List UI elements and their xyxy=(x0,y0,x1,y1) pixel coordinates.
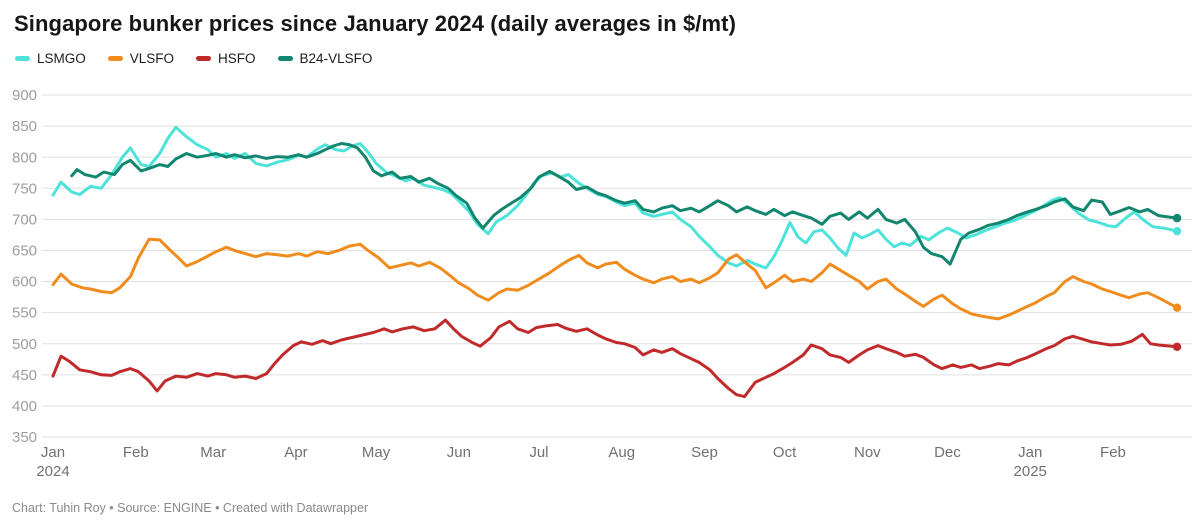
legend-swatch-vlsfo-icon xyxy=(107,55,123,61)
y-axis-tick-label: 900 xyxy=(12,87,37,104)
legend-label-lsmgo: LSMGO xyxy=(37,50,86,66)
legend: LSMGO VLSFO HSFO B24-VLSFO xyxy=(15,50,1200,66)
legend-item-hsfo: HSFO xyxy=(196,51,256,66)
series-end-dot-b24-vlsfo xyxy=(1172,213,1182,223)
legend-item-lsmgo: LSMGO xyxy=(15,51,86,66)
chart-title: Singapore bunker prices since January 20… xyxy=(14,11,737,36)
y-axis-tick-label: 650 xyxy=(12,243,37,260)
attribution: Chart: Tuhin Roy • Source: ENGINE • Crea… xyxy=(12,501,369,515)
series-end-dot-hsfo xyxy=(1172,342,1182,352)
x-axis-tick-label: Feb xyxy=(1100,444,1126,461)
series-end-dot-lsmgo xyxy=(1172,226,1182,236)
y-axis-tick-label: 350 xyxy=(12,429,37,446)
y-axis-tick-label: 600 xyxy=(12,274,37,291)
legend-swatch-hsfo-icon xyxy=(196,55,212,61)
x-axis-tick-label: Jan xyxy=(1018,444,1042,461)
y-axis-tick-label: 700 xyxy=(12,211,37,228)
x-axis-tick-label: Sep xyxy=(691,444,718,461)
x-axis-tick-label: Nov xyxy=(854,444,881,461)
legend-swatch-lsmgo-icon xyxy=(15,55,30,61)
x-axis-tick-label: Apr xyxy=(284,444,307,461)
x-axis-tick-label: Oct xyxy=(773,444,797,461)
series-line-vlsfo xyxy=(51,237,1179,321)
x-axis-tick-label: Aug xyxy=(608,444,635,461)
y-axis-tick-label: 550 xyxy=(12,305,37,322)
y-axis-tick-label: 850 xyxy=(12,118,37,135)
x-axis-year-label: 2024 xyxy=(36,463,69,480)
legend-label-vlsfo: VLSFO xyxy=(129,50,175,66)
x-axis-tick-label: Jun xyxy=(447,444,471,461)
legend-item-vlsfo: VLSFO xyxy=(107,50,175,66)
x-axis-tick-label: Dec xyxy=(934,444,961,461)
y-axis-tick-label: 750 xyxy=(12,180,37,197)
legend-label-hsfo: HSFO xyxy=(218,50,256,66)
legend-label-b24-vlsfo: B24-VLSFO xyxy=(299,50,373,66)
y-axis-tick-label: 400 xyxy=(12,398,37,415)
y-axis-tick-label: 450 xyxy=(12,367,37,384)
x-axis-tick-label: May xyxy=(362,444,391,461)
x-axis-year-label: 2025 xyxy=(1014,463,1047,480)
legend-swatch-b24-vlsfo-icon xyxy=(277,55,293,61)
x-axis-tick-label: Feb xyxy=(123,444,149,461)
x-axis-tick-label: Jul xyxy=(529,444,548,461)
series-end-dot-vlsfo xyxy=(1172,303,1182,312)
x-axis-tick-label: Mar xyxy=(200,444,226,461)
price-line-chart: 900850800750700650600550500450400350Jan2… xyxy=(12,87,1192,480)
y-axis-tick-label: 800 xyxy=(12,149,37,166)
x-axis-tick-label: Jan xyxy=(41,444,65,461)
series-line-b24-vlsfo xyxy=(70,142,1179,266)
legend-item-b24-vlsfo: B24-VLSFO xyxy=(277,50,373,66)
series-line-lsmgo xyxy=(51,125,1179,270)
series-line-hsfo xyxy=(51,318,1179,399)
y-axis-tick-label: 500 xyxy=(12,336,37,353)
